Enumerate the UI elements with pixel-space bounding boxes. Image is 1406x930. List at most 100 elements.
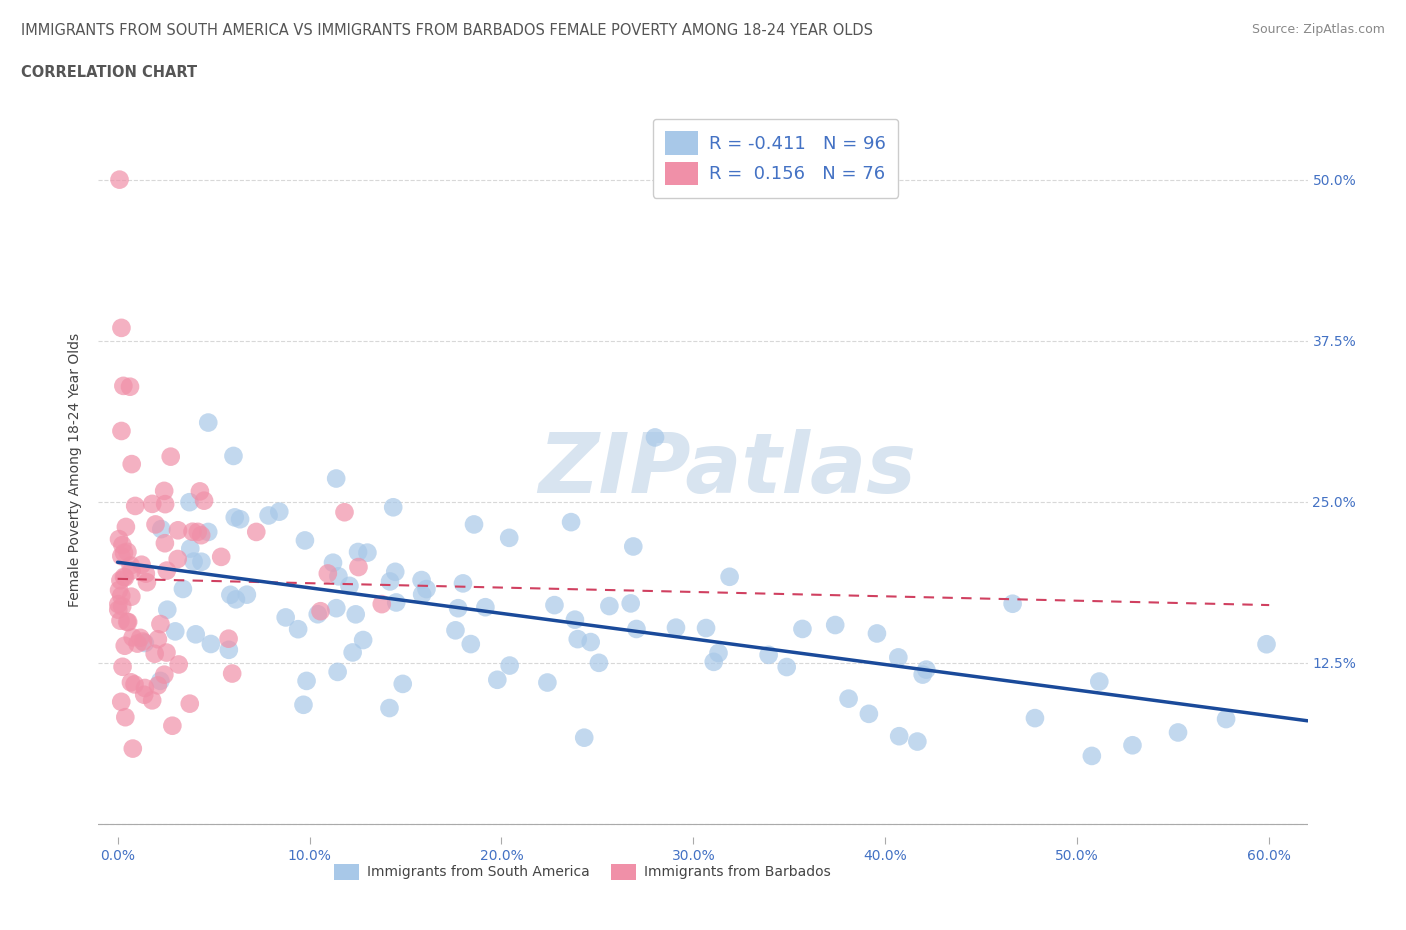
Point: [224, 510, 246, 525]
Point: [225, 591, 247, 606]
Point: [120, 558, 142, 573]
Point: [117, 615, 139, 630]
Point: [707, 645, 730, 660]
Point: [451, 576, 474, 591]
Point: [384, 565, 406, 579]
Point: [1081, 749, 1104, 764]
Point: [111, 659, 134, 674]
Point: [143, 646, 166, 661]
Point: [200, 636, 222, 651]
Point: [135, 566, 157, 581]
Point: [222, 448, 245, 463]
Point: [371, 597, 394, 612]
Point: [218, 643, 240, 658]
Point: [391, 676, 413, 691]
Point: [574, 730, 596, 745]
Point: [108, 583, 131, 598]
Point: [153, 667, 176, 682]
Point: [156, 564, 179, 578]
Point: [866, 626, 889, 641]
Point: [179, 541, 201, 556]
Point: [1088, 674, 1111, 689]
Point: [221, 666, 243, 681]
Point: [129, 631, 152, 645]
Point: [543, 598, 565, 613]
Point: [181, 525, 204, 539]
Point: [236, 587, 259, 602]
Point: [347, 545, 370, 560]
Point: [292, 698, 315, 712]
Point: [356, 545, 378, 560]
Point: [162, 718, 184, 733]
Point: [110, 321, 132, 336]
Y-axis label: Female Poverty Among 18-24 Year Olds: Female Poverty Among 18-24 Year Olds: [69, 333, 83, 606]
Point: [474, 600, 496, 615]
Point: [378, 574, 401, 589]
Point: [134, 681, 156, 696]
Point: [218, 631, 240, 646]
Point: [141, 497, 163, 512]
Point: [124, 498, 146, 513]
Text: Source: ZipAtlas.com: Source: ZipAtlas.com: [1251, 23, 1385, 36]
Point: [792, 621, 814, 636]
Point: [149, 673, 172, 688]
Point: [536, 675, 558, 690]
Point: [190, 554, 212, 569]
Point: [352, 632, 374, 647]
Point: [110, 423, 132, 438]
Point: [588, 656, 610, 671]
Point: [579, 634, 602, 649]
Point: [165, 624, 187, 639]
Point: [378, 700, 401, 715]
Point: [179, 495, 201, 510]
Point: [110, 613, 132, 628]
Point: [758, 647, 780, 662]
Point: [108, 532, 131, 547]
Point: [184, 627, 207, 642]
Point: [1024, 711, 1046, 725]
Point: [347, 560, 370, 575]
Point: [1001, 596, 1024, 611]
Point: [245, 525, 267, 539]
Point: [1215, 711, 1237, 726]
Point: [257, 508, 280, 523]
Point: [626, 621, 648, 636]
Point: [141, 693, 163, 708]
Point: [344, 607, 367, 622]
Point: [166, 551, 188, 566]
Point: [887, 650, 910, 665]
Point: [187, 525, 209, 539]
Point: [146, 631, 169, 646]
Point: [838, 691, 860, 706]
Point: [915, 662, 938, 677]
Point: [111, 538, 134, 552]
Point: [858, 707, 880, 722]
Point: [620, 596, 643, 611]
Point: [287, 622, 309, 637]
Point: [564, 612, 586, 627]
Point: [131, 557, 153, 572]
Point: [824, 618, 846, 632]
Point: [120, 675, 142, 690]
Point: [498, 658, 520, 673]
Point: [333, 505, 356, 520]
Point: [695, 620, 717, 635]
Point: [150, 522, 173, 537]
Point: [342, 645, 364, 660]
Point: [115, 520, 138, 535]
Point: [294, 533, 316, 548]
Point: [229, 512, 252, 526]
Point: [326, 664, 349, 679]
Point: [703, 655, 725, 670]
Point: [121, 457, 143, 472]
Point: [115, 615, 138, 630]
Point: [325, 601, 347, 616]
Point: [621, 539, 644, 554]
Point: [121, 630, 143, 644]
Point: [776, 659, 799, 674]
Point: [155, 645, 177, 660]
Point: [156, 603, 179, 618]
Point: [134, 635, 156, 650]
Point: [114, 570, 136, 585]
Point: [107, 597, 129, 612]
